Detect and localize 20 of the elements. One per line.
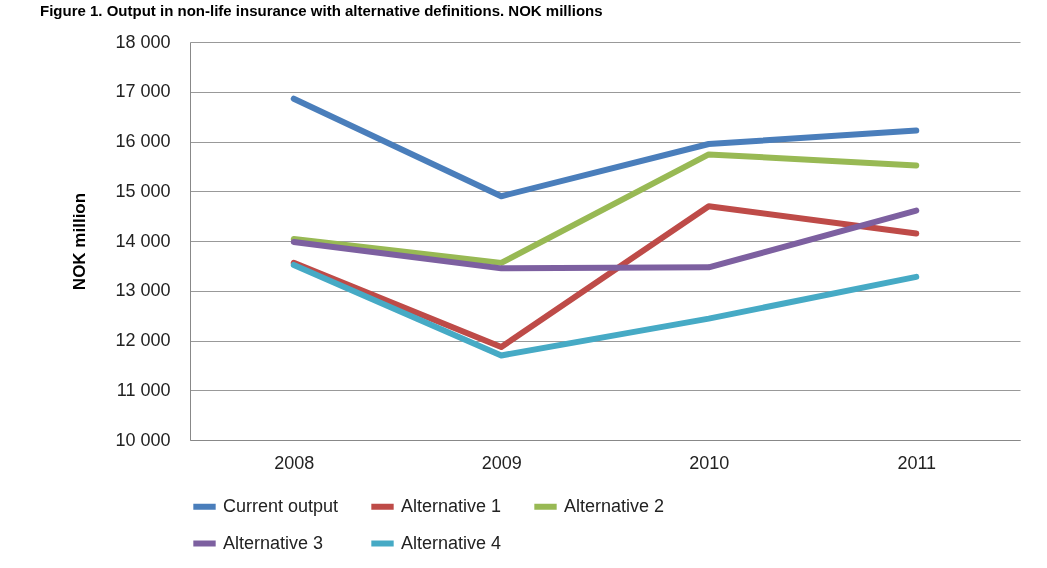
y-tick-label: 13 000 bbox=[115, 280, 171, 301]
y-tick-label: 14 000 bbox=[115, 230, 171, 251]
y-tick-label: 17 000 bbox=[115, 81, 171, 102]
y-tick-label: 11 000 bbox=[116, 379, 171, 400]
legend-label: Alternative 1 bbox=[401, 495, 502, 516]
x-tick-label: 2011 bbox=[897, 452, 937, 473]
y-tick-label: 16 000 bbox=[115, 131, 171, 151]
legend-label: Alternative 4 bbox=[401, 532, 502, 553]
legend-label: Current output bbox=[223, 495, 339, 516]
legend-label: Alternative 3 bbox=[223, 532, 324, 553]
x-tick-label: 2010 bbox=[689, 452, 730, 473]
chart-title: Figure 1. Output in non-life insurance with alternative definitions. NOK millions bbox=[40, 2, 603, 19]
y-tick-label: 18 000 bbox=[115, 31, 171, 52]
y-tick-label: 12 000 bbox=[115, 330, 171, 350]
x-tick-label: 2009 bbox=[481, 452, 522, 473]
x-tick-label: 2008 bbox=[274, 452, 315, 473]
y-tick-label: 15 000 bbox=[115, 180, 171, 201]
y-tick-label: 10 000 bbox=[115, 429, 171, 450]
y-axis-title: NOK million bbox=[70, 192, 90, 291]
legend-label: Alternative 2 bbox=[564, 495, 665, 516]
